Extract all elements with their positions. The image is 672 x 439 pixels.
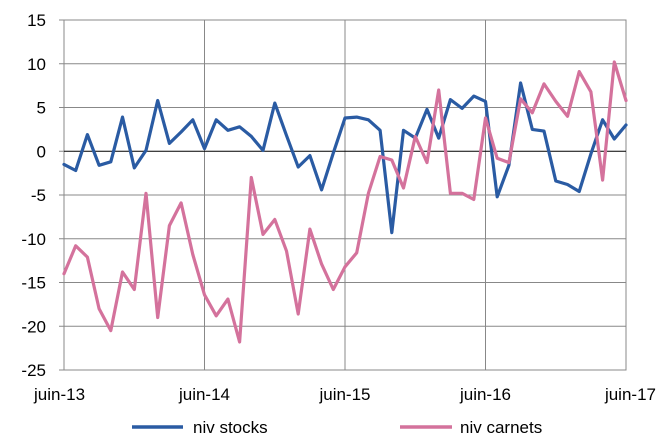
y-axis-ticks: 15 10 5 0 -5 -10 -15 -20 -25 [21,11,46,380]
y-tick-label: 15 [27,11,46,30]
y-tick-label: 0 [37,142,46,161]
y-tick-label: -25 [21,361,46,380]
x-tick-label: juin-14 [178,385,230,404]
y-tick-label: -5 [31,186,46,205]
gridlines [64,19,626,371]
series-line-niv-carnets [62,60,628,344]
y-tick-label: -10 [21,230,46,249]
y-tick-label: -20 [21,317,46,336]
x-axis-ticks: juin-13 juin-14 juin-15 juin-16 juin-17 [33,385,656,404]
x-tick-label: juin-13 [33,385,85,404]
axes [59,19,627,371]
legend-label: niv carnets [460,418,542,437]
y-tick-label: 5 [37,99,46,118]
legend-label: niv stocks [193,418,268,437]
y-tick-label: -15 [21,274,46,293]
series-line-niv-stocks [62,81,628,235]
legend: niv stocks niv carnets [132,418,542,437]
series-layer [62,60,628,344]
x-tick-label: juin-15 [318,385,370,404]
x-tick-label: juin-17 [604,385,656,404]
x-tick-label: juin-16 [459,385,511,404]
y-tick-label: 10 [27,55,46,74]
